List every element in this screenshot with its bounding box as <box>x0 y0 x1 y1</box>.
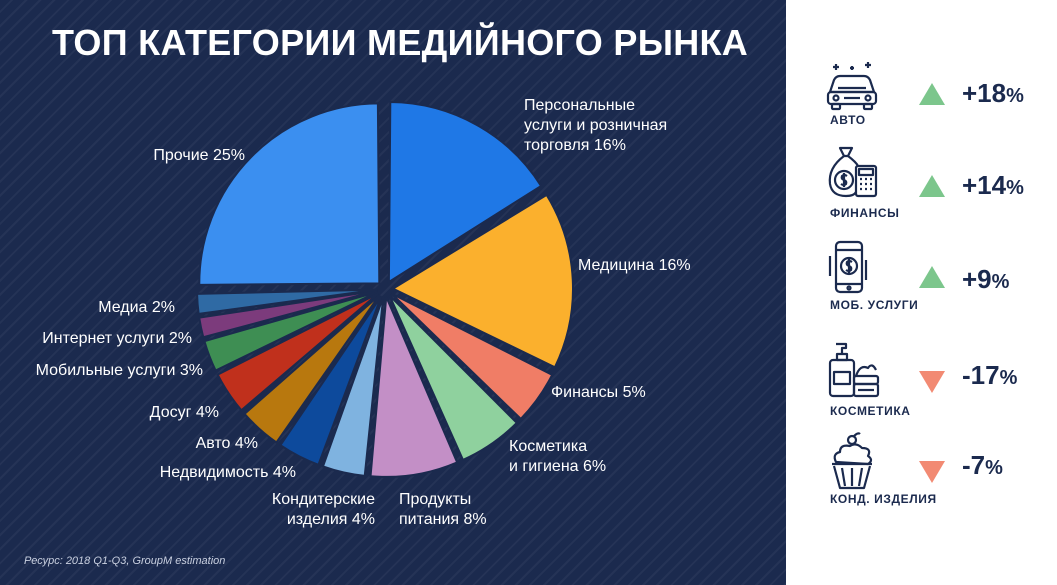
kpi-value: -7% <box>962 450 1003 481</box>
kpi-value: +18% <box>962 78 1024 109</box>
slice-label: Персональные услуги и розничная торговля 1… <box>524 97 667 154</box>
trend-up-icon <box>919 266 945 288</box>
smartphone-icon <box>828 240 868 294</box>
pie-slice <box>369 296 459 478</box>
kpi-label: ФИНАНСЫ <box>830 206 900 220</box>
kpi-value: -17% <box>962 360 1017 391</box>
pie-slice <box>216 292 379 412</box>
kpi-value-unit: % <box>985 457 1003 479</box>
pie-slice <box>243 294 381 444</box>
chart-panel: ТОП КАТЕГОРИИ МЕДИЙНОГО РЫНКА Персональн… <box>0 0 786 585</box>
kpi-value-unit: % <box>999 367 1018 389</box>
slice-label: Мобильные услуги 3% <box>36 362 203 379</box>
slice-label: Медиа 2% <box>98 299 175 316</box>
slice-label: Недвидимость 4% <box>160 464 296 481</box>
kpi-row-finance: ФИНАНСЫ +14% <box>786 142 1057 232</box>
pie-slice <box>321 296 385 477</box>
kpi-value-unit: % <box>991 271 1010 293</box>
kpi-value: +9% <box>962 264 1009 295</box>
pie-slice <box>196 288 378 315</box>
cosmetics-icon <box>828 342 880 398</box>
pie-slice <box>390 193 574 369</box>
kpi-label: МОБ. УСЛУГИ <box>830 298 919 312</box>
trend-down-icon <box>919 371 945 393</box>
slice-label: Интернет услуги 2% <box>42 330 192 347</box>
page-title: ТОП КАТЕГОРИИ МЕДИЙНОГО РЫНКА <box>52 22 749 63</box>
pie-slice <box>203 290 378 372</box>
slice-label: Кондитерские изделия 4% <box>272 491 375 528</box>
pie-slice <box>387 101 543 284</box>
kpi-label: КОСМЕТИКА <box>830 404 911 418</box>
kpi-row-cosmetics: КОСМЕТИКА -17% <box>786 340 1057 430</box>
kpi-row-auto: АВТО +18% <box>786 50 1057 140</box>
slice-label: Досуг 4% <box>150 404 219 421</box>
kpi-label: АВТО <box>830 113 866 127</box>
pie-slice <box>390 292 554 421</box>
pie-slice <box>388 294 519 462</box>
trend-up-icon <box>919 83 945 105</box>
cupcake-icon <box>832 432 873 490</box>
kpi-value-number: +18 <box>962 78 1007 108</box>
source-note: Ресурс: 2018 Q1-Q3, GroupM estimation <box>24 555 226 567</box>
slice-label: Продукты питания 8% <box>399 491 487 528</box>
kpi-row-mobile: МОБ. УСЛУГИ +9% <box>786 238 1057 328</box>
slice-label: Финансы 5% <box>551 384 646 401</box>
kpi-value-unit: % <box>1006 85 1024 107</box>
kpi-value-number: -17 <box>962 360 1000 390</box>
kpi-value-number: +9 <box>962 264 992 294</box>
pie-slice <box>198 289 378 339</box>
slice-label: Авто 4% <box>196 435 258 452</box>
slice-label: Медицина 16% <box>578 257 691 274</box>
kpi-panel: АВТО +18% ФИНАНСЫ <box>786 0 1057 585</box>
kpi-value-number: -7 <box>962 450 986 480</box>
kpi-value: +14% <box>962 170 1024 201</box>
car-icon <box>826 62 878 111</box>
trend-down-icon <box>919 461 945 483</box>
pie-slice <box>198 102 381 286</box>
money-bag-calculator-icon <box>828 146 878 198</box>
kpi-row-confectionery: КОНД. ИЗДЕЛИЯ -7% <box>786 432 1057 522</box>
kpi-label: КОНД. ИЗДЕЛИЯ <box>830 492 937 506</box>
trend-up-icon <box>919 175 945 197</box>
slice-label: Прочие 25% <box>153 147 245 164</box>
kpi-value-number: +14 <box>962 170 1007 200</box>
pie-chart: Персональные услуги и розничная торговля 1… <box>36 97 691 528</box>
slice-label: Косметика и гигиена 6% <box>509 438 606 475</box>
kpi-value-unit: % <box>1006 177 1024 199</box>
pie-slice <box>279 295 383 467</box>
